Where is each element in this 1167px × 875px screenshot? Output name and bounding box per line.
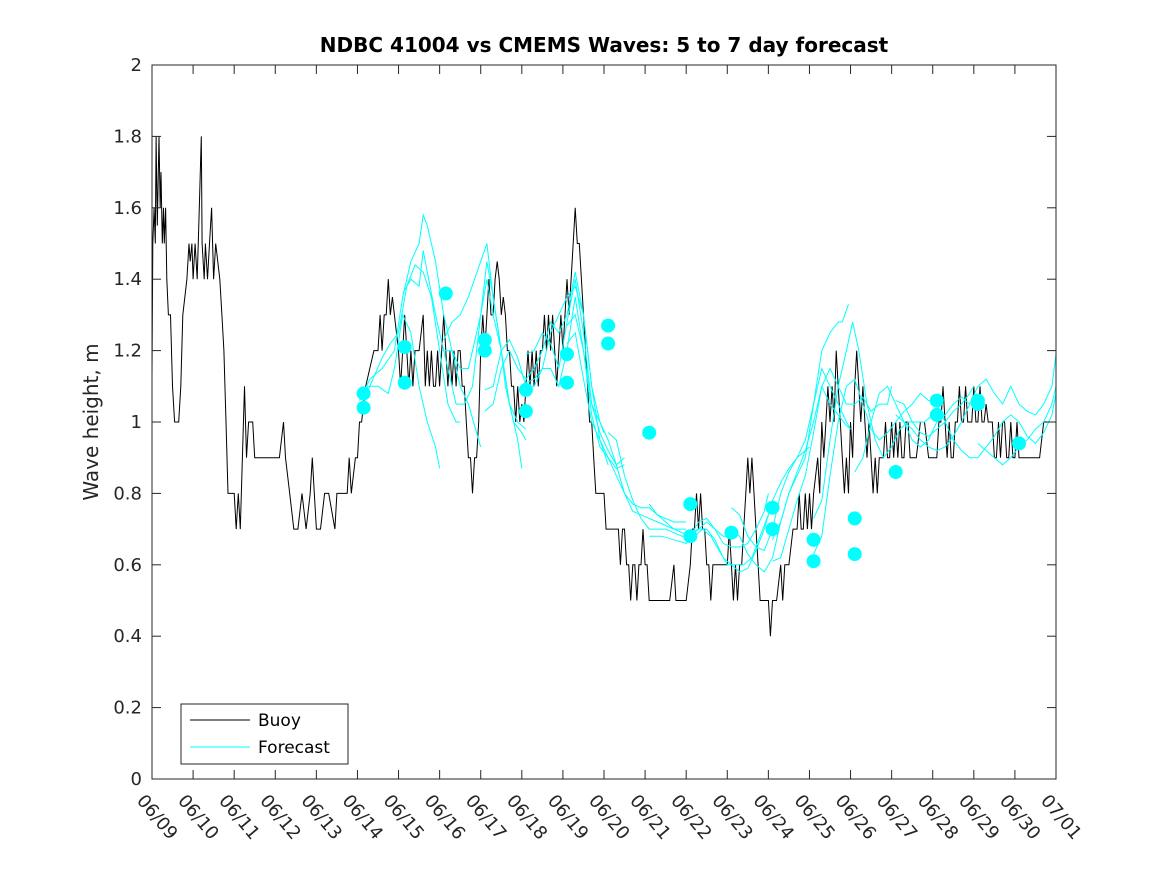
forecast-run-line-5 [443, 243, 527, 441]
forecast-marker-8 [518, 382, 533, 397]
y-tick-label: 0.2 [113, 698, 142, 719]
forecast-run-line-9 [525, 279, 625, 466]
forecast-marker-25 [929, 393, 944, 408]
forecast-marker-12 [601, 318, 616, 333]
data-layer [151, 136, 1057, 637]
y-tick-label: 2 [131, 55, 142, 76]
forecast-marker-9 [518, 404, 533, 419]
forecast-marker-5 [438, 286, 453, 301]
forecast-marker-3 [397, 340, 412, 354]
y-axis-label: Wave height, m [79, 343, 103, 500]
forecast-marker-21 [806, 554, 821, 569]
forecast-run-line-12 [566, 331, 687, 530]
forecast-marker-22 [847, 511, 862, 526]
forecast-run-line-3 [361, 264, 461, 423]
forecast-run-line-24 [895, 386, 975, 437]
forecast-marker-7 [477, 343, 492, 358]
y-tick-label: 0.8 [113, 483, 142, 504]
legend: Buoy Forecast [180, 703, 349, 765]
forecast-run-line-17 [731, 366, 851, 552]
y-tick-label: 1.2 [113, 341, 142, 362]
forecast-marker-17 [724, 525, 739, 540]
forecast-run-line-1 [359, 313, 441, 469]
y-tick-label: 1.4 [113, 269, 142, 290]
forecast-marker-24 [888, 465, 903, 479]
forecast-marker-2 [356, 400, 371, 415]
forecast-marker-20 [806, 532, 821, 547]
y-tick-label: 0.6 [113, 555, 142, 576]
forecast-run-line-13 [607, 432, 728, 537]
y-tick-label: 0.4 [113, 626, 142, 647]
forecast-marker-10 [560, 347, 574, 362]
forecast-marker-29 [1012, 436, 1026, 451]
forecast-run-line-25 [895, 354, 1057, 452]
y-tick-label: 1.6 [113, 198, 142, 219]
forecast-marker-13 [601, 336, 616, 351]
forecast-run-line-14 [648, 493, 769, 548]
forecast-run-line-26 [936, 393, 1057, 459]
y-tick-label: 1 [131, 412, 142, 433]
forecast-run-line-8 [484, 272, 609, 465]
forecast-marker-16 [683, 529, 698, 544]
buoy-series-line [151, 136, 1056, 637]
forecast-marker-23 [847, 547, 862, 562]
y-tick-label: 1.8 [113, 126, 142, 147]
forecast-marker-19 [765, 522, 780, 537]
forecast-marker-26 [929, 407, 944, 422]
forecast-run-line-11 [566, 313, 687, 523]
forecast-marker-14 [642, 425, 657, 440]
forecast-run-line-2 [359, 212, 482, 448]
forecast-run-line-15 [649, 514, 769, 566]
legend-buoy-label: Buoy [258, 711, 301, 731]
chart-title: NDBC 41004 vs CMEMS Waves: 5 to 7 day fo… [320, 33, 889, 57]
forecast-marker-4 [397, 375, 412, 390]
forecast-run-line-6 [443, 279, 527, 430]
forecast-marker-15 [683, 497, 698, 512]
forecast-marker-11 [560, 375, 574, 390]
plot-area [152, 65, 1056, 779]
forecast-marker-28 [970, 397, 985, 412]
forecast-run-line-18 [731, 384, 851, 573]
forecast-marker-1 [356, 386, 371, 401]
forecast-run-line-22 [813, 378, 937, 555]
forecast-run-line-23 [854, 385, 975, 473]
legend-forecast-label: Forecast [258, 738, 330, 758]
forecast-marker-18 [765, 500, 780, 515]
legend-box [180, 703, 349, 765]
y-tick-label: 0 [131, 769, 142, 790]
forecast-run-line-19 [772, 304, 849, 541]
